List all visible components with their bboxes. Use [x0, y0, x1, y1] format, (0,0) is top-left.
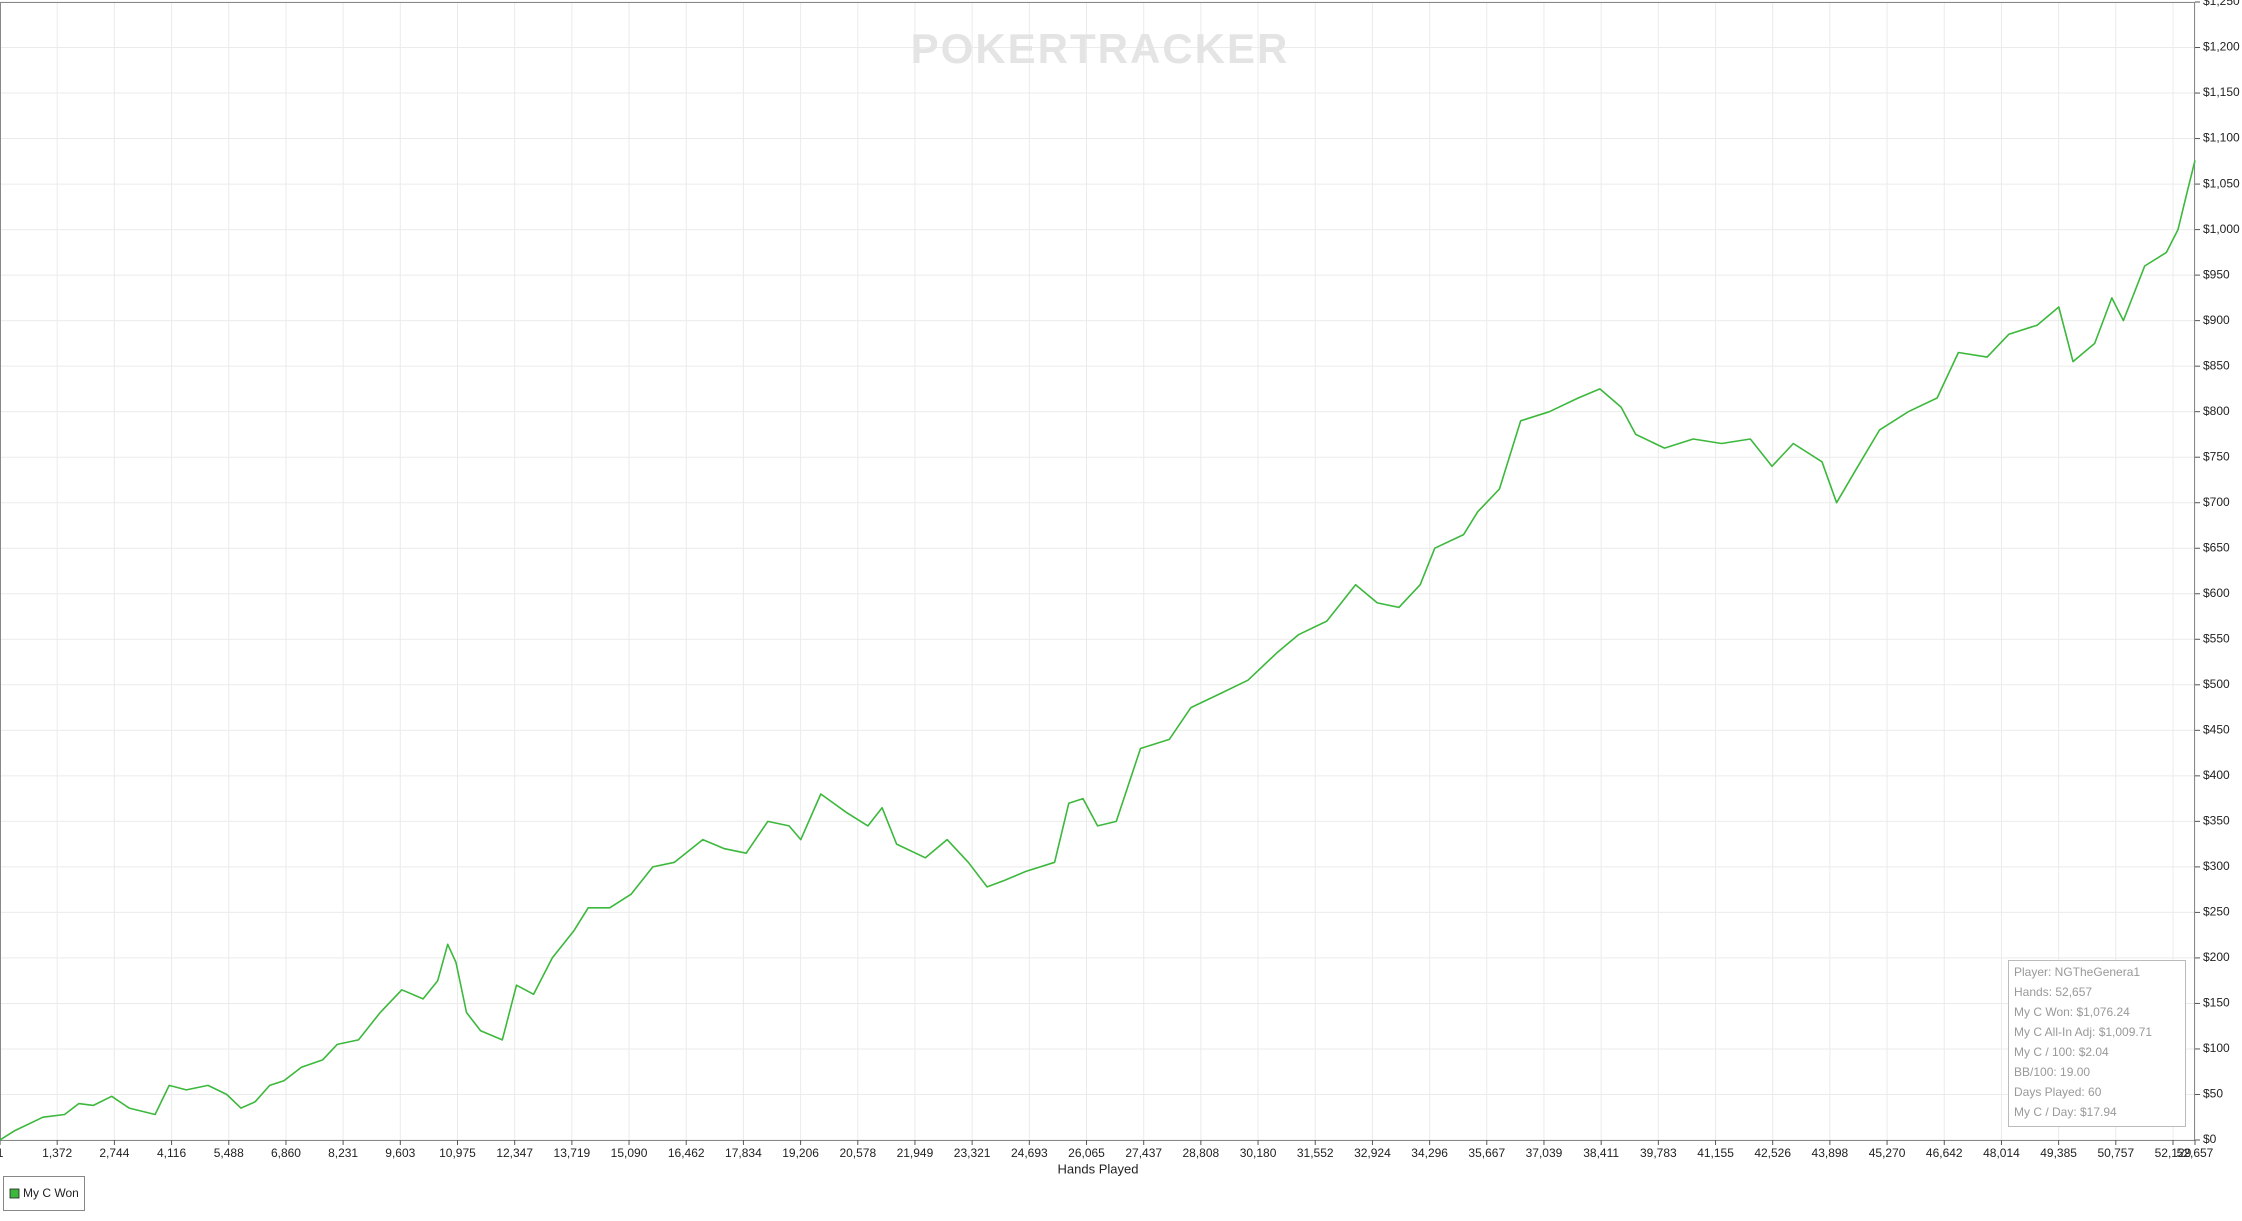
x-tick-label: 48,014 [1983, 1146, 2020, 1160]
y-tick-label: $200 [2203, 950, 2230, 964]
info-line: My C / 100: $2.04 [2014, 1045, 2109, 1059]
x-tick-label: 42,526 [1754, 1146, 1791, 1160]
y-tick-label: $650 [2203, 540, 2230, 554]
x-tick-label: 24,693 [1011, 1146, 1048, 1160]
watermark: POKERTRACKER [911, 25, 1290, 72]
x-tick-label: 38,411 [1583, 1146, 1619, 1160]
y-tick-label: $800 [2203, 404, 2230, 418]
x-tick-label: 13,719 [554, 1146, 591, 1160]
y-tick-label: $1,200 [2203, 40, 2240, 54]
x-tick-label: 12,347 [496, 1146, 533, 1160]
x-tick-label: 21,949 [897, 1146, 934, 1160]
y-tick-label: $1,250 [2203, 0, 2240, 8]
y-tick-label: $600 [2203, 586, 2230, 600]
plot-border [0, 2, 2195, 1141]
legend-label: My C Won [23, 1186, 79, 1200]
y-tick-label: $900 [2203, 313, 2230, 327]
info-line: BB/100: 19.00 [2014, 1065, 2090, 1079]
x-tick-label: 50,757 [2097, 1146, 2134, 1160]
data-line [0, 160, 2196, 1141]
x-tick-label: 26,065 [1068, 1146, 1105, 1160]
info-box: Player: NGTheGenera1 Hands: 52,657 My C Wo… [2008, 960, 2186, 1127]
y-tick-label: $750 [2203, 449, 2230, 463]
x-tick-label: 23,321 [954, 1146, 991, 1160]
x-tick-label: 9,603 [385, 1146, 415, 1160]
x-tick-label: 10,975 [439, 1146, 476, 1160]
y-tick-label: $0 [2203, 1132, 2217, 1146]
x-tick-label: 19,206 [782, 1146, 819, 1160]
x-tick-label: 35,667 [1468, 1146, 1505, 1160]
y-tick-label: $150 [2203, 996, 2230, 1010]
y-tick-label: $300 [2203, 859, 2230, 873]
y-tick-label: $1,050 [2203, 176, 2240, 190]
x-tick-label: 16,462 [668, 1146, 705, 1160]
info-line: Hands: 52,657 [2014, 985, 2092, 999]
x-tick-label: 46,642 [1926, 1146, 1963, 1160]
x-tick-label: 30,180 [1240, 1146, 1277, 1160]
y-tick-label: $1,150 [2203, 85, 2240, 99]
grid [0, 1, 2196, 1141]
y-tick-label: $850 [2203, 358, 2230, 372]
info-line: My C All-In Adj: $1,009.71 [2014, 1025, 2152, 1039]
x-tick-label: 15,090 [611, 1146, 648, 1160]
info-box-frame [2008, 960, 2186, 1127]
y-tick-label: $950 [2203, 267, 2230, 281]
x-tick-label: 6,860 [271, 1146, 301, 1160]
x-tick-label: 37,039 [1526, 1146, 1563, 1160]
info-line: Days Played: 60 [2014, 1085, 2102, 1099]
x-tick-label: 45,270 [1869, 1146, 1906, 1160]
x-axis-label: Hands Played [1058, 1161, 1139, 1176]
y-tick-label: $500 [2203, 677, 2230, 691]
x-tick-label: 1 [0, 1146, 4, 1160]
x-tick-label: 34,296 [1411, 1146, 1448, 1160]
x-tick-label: 4,116 [157, 1146, 186, 1160]
x-tick-label: 41,155 [1697, 1146, 1734, 1160]
x-tick-label: 39,783 [1640, 1146, 1677, 1160]
x-tick-label: 17,834 [725, 1146, 762, 1160]
y-tick-label: $50 [2203, 1087, 2223, 1101]
x-tick-label: 52,129 [2155, 1146, 2192, 1160]
y-tick-label: $450 [2203, 722, 2230, 736]
y-tick-label: $550 [2203, 631, 2230, 645]
info-line: My C / Day: $17.94 [2014, 1105, 2117, 1119]
x-tick-label: 52,657 [2177, 1146, 2214, 1160]
x-tick-label: 28,808 [1183, 1146, 1220, 1160]
y-tick-label: $350 [2203, 814, 2230, 828]
info-line: Player: NGTheGenera1 [2014, 965, 2140, 979]
y-tick-label: $1,000 [2203, 222, 2240, 236]
x-tick-label: 20,578 [839, 1146, 876, 1160]
x-tick-label: 1,372 [42, 1146, 72, 1160]
x-tick-label: 2,744 [99, 1146, 129, 1160]
y-tick-label: $100 [2203, 1041, 2230, 1055]
x-tick-label: 31,552 [1297, 1146, 1334, 1160]
y-tick-label: $700 [2203, 495, 2230, 509]
x-tick-label: 32,924 [1354, 1146, 1391, 1160]
y-tick-label: $250 [2203, 905, 2230, 919]
x-tick-label: 5,488 [214, 1146, 244, 1160]
x-tick-label: 8,231 [328, 1146, 358, 1160]
info-line: My C Won: $1,076.24 [2014, 1005, 2130, 1019]
legend-swatch [9, 1188, 20, 1199]
y-tick-label: $400 [2203, 768, 2230, 782]
x-tick-label: 43,898 [1812, 1146, 1849, 1160]
x-tick-label: 27,437 [1125, 1146, 1162, 1160]
y-tick-label: $1,100 [2203, 131, 2240, 145]
legend: My C Won [3, 1176, 85, 1211]
x-tick-label: 49,385 [2040, 1146, 2077, 1160]
